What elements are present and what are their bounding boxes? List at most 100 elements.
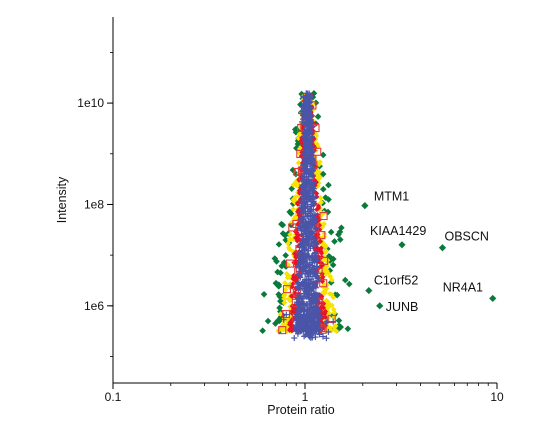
data-point-plus <box>303 128 310 135</box>
data-point-diamond <box>289 166 297 174</box>
data-point-plus <box>312 284 319 291</box>
data-point-plus <box>323 335 330 342</box>
data-point-diamond <box>361 201 369 210</box>
data-point-diamond <box>260 290 268 298</box>
data-point-diamond <box>293 260 299 266</box>
data-point-diamond <box>330 294 337 301</box>
data-point-plus <box>313 254 320 261</box>
data-point-plus <box>309 155 316 162</box>
data-point-diamond <box>331 324 338 330</box>
data-point-plus <box>308 149 315 156</box>
data-point-plus <box>310 293 317 300</box>
data-point-plus <box>299 172 306 179</box>
data-point-diamond <box>315 173 321 180</box>
data-point-diamond <box>330 306 337 313</box>
data-point-diamond <box>344 325 352 333</box>
data-point-diamond <box>281 299 288 306</box>
data-point-diamond <box>287 231 293 238</box>
data-point-diamond <box>398 241 406 249</box>
data-point-diamond <box>333 291 341 299</box>
data-point-plus <box>295 286 302 293</box>
y-tick-label: 1e8 <box>84 197 104 211</box>
data-point-diamond <box>314 141 321 147</box>
data-point-diamond <box>280 326 286 333</box>
data-point-diamond <box>310 90 318 97</box>
data-point-square <box>282 285 292 294</box>
data-point-plus <box>301 221 308 228</box>
data-point-diamond <box>292 228 299 235</box>
data-point-diamond <box>329 277 335 283</box>
data-point-plus <box>323 319 330 326</box>
data-point-plus <box>304 177 311 184</box>
data-point-plus <box>307 194 314 201</box>
data-point-plus <box>306 90 313 97</box>
data-point-diamond <box>489 294 497 303</box>
data-point-diamond <box>287 236 293 242</box>
data-point-plus <box>310 239 317 246</box>
data-point-diamond <box>376 302 384 310</box>
data-point-diamond <box>276 293 284 300</box>
data-point-diamond <box>287 210 295 217</box>
data-point-plus <box>302 114 309 121</box>
data-point-plus <box>303 198 310 205</box>
data-point-diamond <box>291 305 297 312</box>
data-point-diamond <box>311 136 317 142</box>
data-point-diamond <box>275 281 283 288</box>
data-point-square <box>293 167 302 177</box>
data-point-plus <box>297 282 304 289</box>
data-point-plus <box>291 335 298 342</box>
data-point-diamond <box>316 265 322 271</box>
y-tick-label: 1e6 <box>84 299 104 313</box>
data-point-diamond <box>322 308 329 315</box>
annotation-label: NR4A1 <box>443 280 483 294</box>
data-point-plus <box>307 183 314 190</box>
data-point-plus <box>311 211 318 218</box>
data-point-diamond <box>338 224 345 232</box>
data-point-square <box>319 212 328 221</box>
data-point-diamond <box>282 280 288 286</box>
data-point-diamond <box>299 140 305 146</box>
data-point-plus <box>306 327 313 334</box>
data-point-diamond <box>277 314 284 321</box>
data-point-plus <box>309 165 316 172</box>
data-point-plus <box>309 257 316 264</box>
data-point-plus <box>307 203 314 210</box>
data-point-diamond <box>326 291 333 297</box>
data-point-diamond <box>264 317 272 325</box>
data-point-plus <box>307 170 314 177</box>
data-point-diamond <box>292 128 300 136</box>
data-point-plus <box>306 210 313 217</box>
data-point-diamond <box>284 318 291 324</box>
data-point-diamond <box>281 292 288 298</box>
y-tick-label: 1e10 <box>77 96 104 110</box>
data-point-diamond <box>298 146 305 152</box>
data-point-plus <box>298 188 305 195</box>
data-point-diamond <box>323 245 331 253</box>
data-point-diamond <box>314 113 322 120</box>
data-point-diamond <box>341 276 349 284</box>
data-point-diamond <box>334 323 342 330</box>
data-point-diamond <box>327 279 335 286</box>
data-point-diamond <box>296 212 302 218</box>
data-point-plus <box>316 331 323 338</box>
points-layer <box>259 90 497 342</box>
data-point-plus <box>301 307 308 314</box>
data-point-plus <box>325 328 332 335</box>
data-point-diamond <box>331 238 338 245</box>
data-point-plus <box>301 205 308 212</box>
data-point-plus <box>300 93 307 100</box>
data-point-diamond <box>274 317 282 324</box>
data-point-diamond <box>298 90 305 98</box>
data-point-diamond <box>317 259 323 265</box>
data-point-plus <box>306 288 313 295</box>
data-point-diamond <box>291 251 298 257</box>
data-point-plus <box>314 324 321 331</box>
data-point-diamond <box>322 289 328 295</box>
data-point-diamond <box>295 160 302 166</box>
data-point-plus <box>315 318 322 325</box>
data-point-diamond <box>321 220 327 227</box>
data-point-diamond <box>289 200 297 208</box>
data-point-diamond <box>316 217 322 223</box>
data-point-diamond <box>288 293 295 299</box>
